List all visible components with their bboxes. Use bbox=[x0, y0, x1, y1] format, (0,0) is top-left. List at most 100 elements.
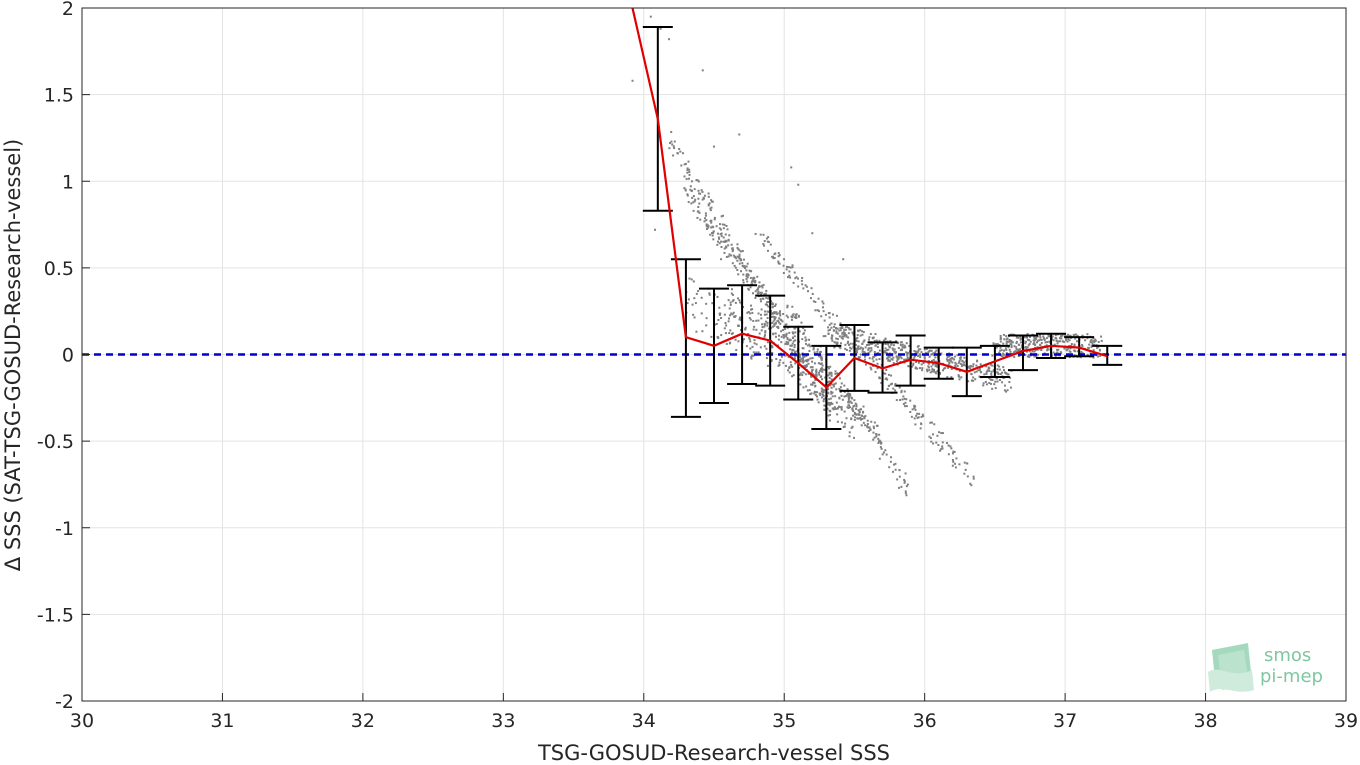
scatter-point bbox=[732, 254, 735, 257]
scatter-point bbox=[914, 366, 917, 369]
scatter-point bbox=[780, 335, 783, 338]
scatter-point bbox=[838, 335, 841, 338]
scatter-point bbox=[805, 363, 808, 366]
y-tick-label: -1.5 bbox=[37, 604, 74, 626]
scatter-point bbox=[859, 347, 862, 350]
scatter-point bbox=[913, 350, 916, 353]
scatter-point bbox=[703, 217, 706, 220]
scatter-point bbox=[726, 228, 729, 231]
scatter-point bbox=[758, 285, 761, 288]
scatter-point bbox=[927, 362, 930, 365]
scatter-point bbox=[795, 316, 798, 319]
scatter-point bbox=[941, 447, 944, 450]
scatter-point bbox=[858, 411, 861, 414]
scatter-point bbox=[1005, 352, 1008, 355]
scatter-point bbox=[900, 357, 903, 360]
scatter-point bbox=[882, 451, 885, 454]
scatter-point bbox=[773, 253, 776, 256]
scatter-point bbox=[829, 410, 832, 413]
scatter-point bbox=[932, 370, 935, 373]
scatter-point bbox=[828, 398, 831, 401]
scatter-point bbox=[835, 401, 838, 404]
scatter-point bbox=[766, 249, 769, 252]
scatter-point bbox=[961, 360, 964, 363]
scatter-point bbox=[717, 236, 720, 239]
scatter-point bbox=[856, 351, 859, 354]
scatter-point bbox=[701, 330, 704, 333]
scatter-point bbox=[783, 258, 786, 261]
scatter-point bbox=[880, 381, 883, 384]
scatter-point bbox=[770, 315, 773, 318]
scatter-point bbox=[716, 243, 719, 246]
scatter-point bbox=[990, 372, 993, 375]
scatter-point bbox=[1089, 341, 1092, 344]
scatter-point bbox=[849, 400, 852, 403]
scatter-point bbox=[1039, 336, 1042, 339]
scatter-point bbox=[916, 351, 919, 354]
scatter-point bbox=[893, 350, 896, 353]
scatter-point bbox=[999, 334, 1002, 337]
scatter-point bbox=[792, 332, 795, 335]
scatter-point bbox=[774, 303, 777, 306]
scatter-point bbox=[788, 366, 791, 369]
scatter-point bbox=[892, 387, 895, 390]
scatter-point bbox=[839, 329, 842, 332]
scatter-point bbox=[899, 341, 902, 344]
x-tick-label: 34 bbox=[632, 710, 656, 732]
scatter-point bbox=[765, 237, 768, 240]
scatter-point bbox=[851, 407, 854, 410]
scatter-point bbox=[903, 390, 906, 393]
scatter-point bbox=[954, 361, 957, 364]
scatter-point bbox=[763, 335, 766, 338]
scatter-point bbox=[710, 221, 713, 224]
scatter-point bbox=[696, 216, 699, 219]
scatter-point bbox=[871, 342, 874, 345]
scatter-point bbox=[707, 192, 710, 195]
scatter-point bbox=[979, 363, 982, 366]
scatter-point bbox=[840, 421, 843, 424]
scatter-point bbox=[985, 365, 988, 368]
scatter-point bbox=[1010, 339, 1013, 342]
scatter-point bbox=[914, 350, 917, 353]
scatter-point bbox=[1045, 337, 1048, 340]
x-tick-label: 33 bbox=[491, 710, 515, 732]
scatter-point bbox=[870, 368, 873, 371]
scatter-point bbox=[834, 372, 837, 375]
scatter-point bbox=[935, 349, 938, 352]
scatter-point bbox=[868, 338, 871, 341]
scatter-point bbox=[733, 315, 736, 318]
scatter-point bbox=[927, 366, 930, 369]
scatter-point bbox=[729, 329, 732, 332]
scatter-point bbox=[887, 384, 890, 387]
scatter-point bbox=[920, 363, 923, 366]
scatter-point bbox=[877, 352, 880, 355]
scatter-point bbox=[873, 350, 876, 353]
scatter-point bbox=[862, 340, 865, 343]
scatter-point bbox=[1033, 335, 1036, 338]
scatter-point bbox=[649, 15, 652, 18]
scatter-point bbox=[777, 364, 780, 367]
x-tick-label: 36 bbox=[913, 710, 937, 732]
scatter-point bbox=[852, 436, 855, 439]
scatter-point bbox=[703, 220, 706, 223]
scatter-point bbox=[940, 432, 943, 435]
scatter-point bbox=[705, 302, 708, 305]
scatter-point bbox=[1057, 348, 1060, 351]
scatter-point bbox=[809, 297, 812, 300]
scatter-point bbox=[828, 402, 831, 405]
scatter-point bbox=[901, 343, 904, 346]
scatter-point bbox=[807, 362, 810, 365]
scatter-point bbox=[654, 228, 657, 231]
scatter-point bbox=[700, 189, 703, 192]
scatter-point bbox=[687, 160, 690, 163]
scatter-point bbox=[801, 276, 804, 279]
scatter-point bbox=[822, 394, 825, 397]
scatter-point bbox=[984, 380, 987, 383]
scatter-point bbox=[900, 391, 903, 394]
scatter-point bbox=[877, 437, 880, 440]
scatter-point bbox=[1040, 349, 1043, 352]
scatter-point bbox=[910, 415, 913, 418]
scatter-point bbox=[720, 334, 723, 337]
scatter-point bbox=[876, 362, 879, 365]
scatter-point bbox=[833, 406, 836, 409]
